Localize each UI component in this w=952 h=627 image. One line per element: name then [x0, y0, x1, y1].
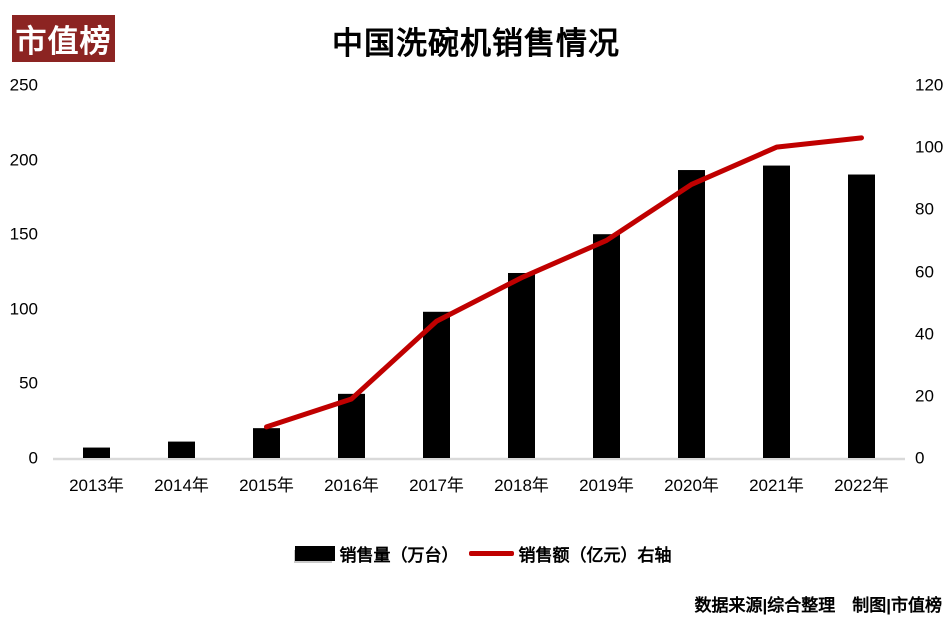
right-axis-tick-0: 0 — [915, 448, 925, 468]
left-axis-tick-100: 100 — [9, 299, 38, 319]
x-axis-label-2015年: 2015年 — [239, 476, 294, 495]
x-axis-label-2016年: 2016年 — [324, 476, 379, 495]
x-axis-label-2022年: 2022年 — [834, 476, 889, 495]
left-axis-tick-250: 250 — [9, 75, 38, 95]
x-axis-label-2018年: 2018年 — [494, 476, 549, 495]
bar-2015年 — [253, 428, 280, 458]
x-axis-label-2014年: 2014年 — [154, 476, 209, 495]
right-axis-tick-80: 80 — [915, 199, 934, 219]
x-axis-label-2021年: 2021年 — [749, 476, 804, 495]
bar-2018年 — [508, 272, 535, 458]
right-axis-tick-20: 20 — [915, 386, 934, 406]
bar-2019年 — [593, 234, 620, 458]
bar-2021年 — [763, 165, 790, 458]
brand-logo: 市值榜 — [12, 15, 115, 62]
bar-2020年 — [678, 170, 705, 458]
legend-bar-swatch — [294, 545, 335, 561]
x-axis-label-2013年: 2013年 — [69, 476, 124, 495]
legend-item-sales-value: 销售额（亿元）右轴 — [468, 541, 672, 566]
chart-title: 中国洗碗机销售情况 — [332, 26, 620, 61]
left-axis-tick-200: 200 — [9, 150, 38, 170]
x-axis-label-2020年: 2020年 — [664, 476, 719, 495]
legend-bar-label: 销售量（万台） — [339, 545, 459, 565]
source-note: 数据来源|综合整理 制图|市值榜 — [694, 596, 942, 615]
right-axis-tick-100: 100 — [915, 137, 944, 157]
bar-2014年 — [168, 441, 195, 458]
x-axis-label-2019年: 2019年 — [579, 476, 634, 495]
legend-line-swatch — [468, 550, 514, 556]
legend-item-sales-volume: 销售量（万台） — [294, 541, 459, 566]
x-axis-label-2017年: 2017年 — [409, 476, 464, 495]
bar-2016年 — [338, 393, 365, 458]
left-axis-tick-50: 50 — [19, 373, 38, 393]
sales-value-line — [264, 135, 864, 430]
right-axis-tick-120: 120 — [915, 75, 944, 95]
right-axis-tick-60: 60 — [915, 262, 934, 281]
chart-legend: 销售量（万台） 销售额（亿元）右轴 — [0, 541, 952, 566]
bar-2013年 — [83, 447, 110, 458]
legend-line-label: 销售额（亿元）右轴 — [518, 545, 672, 565]
bar-2022年 — [848, 174, 875, 458]
left-axis-tick-150: 150 — [9, 224, 38, 244]
bar-2017年 — [423, 311, 450, 458]
right-axis-tick-40: 40 — [915, 324, 934, 344]
left-axis-tick-0: 0 — [28, 448, 38, 468]
